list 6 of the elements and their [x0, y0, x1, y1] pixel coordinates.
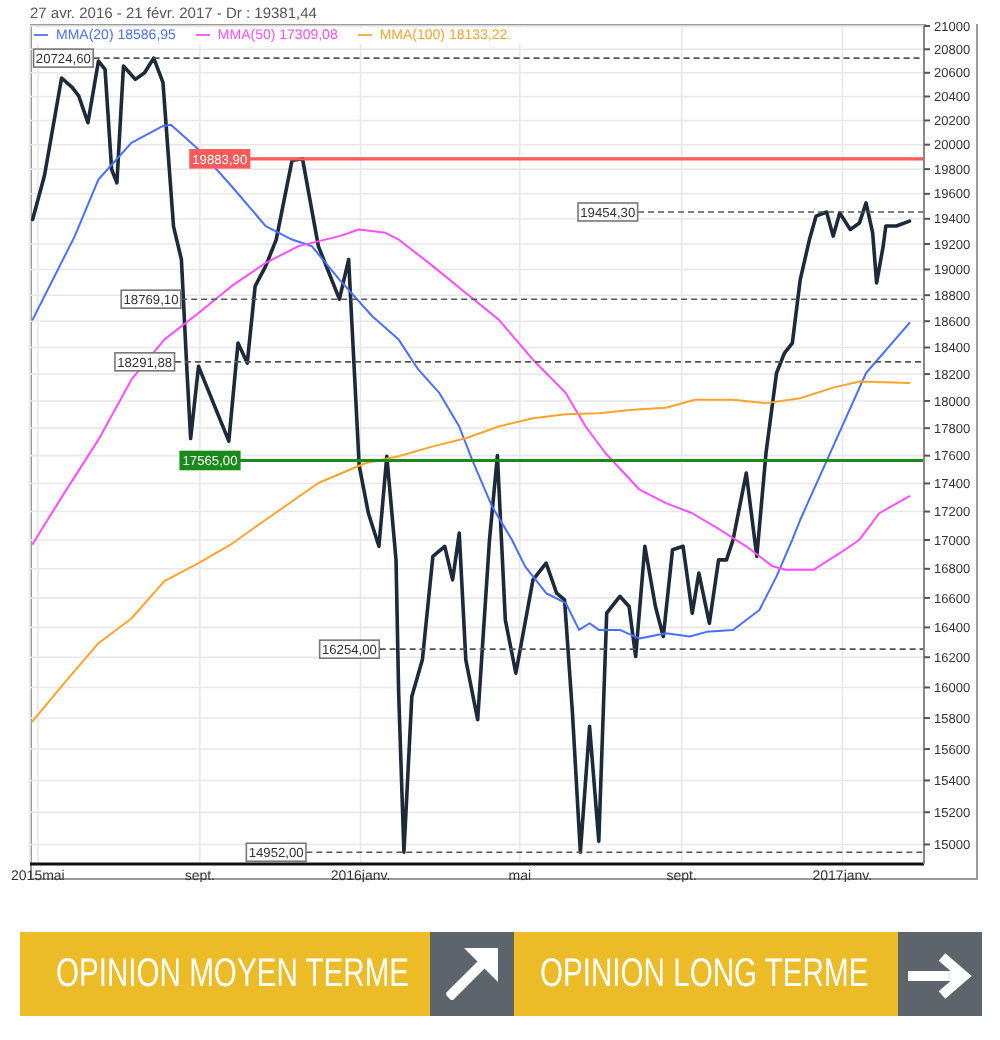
line-series: [31, 123, 911, 640]
line-series: [30, 56, 912, 855]
text: OPINION LONG TERME: [540, 950, 869, 998]
text: OPINION MOYEN TERME: [56, 950, 410, 998]
line-series: [31, 380, 911, 723]
line-series: [31, 228, 911, 571]
